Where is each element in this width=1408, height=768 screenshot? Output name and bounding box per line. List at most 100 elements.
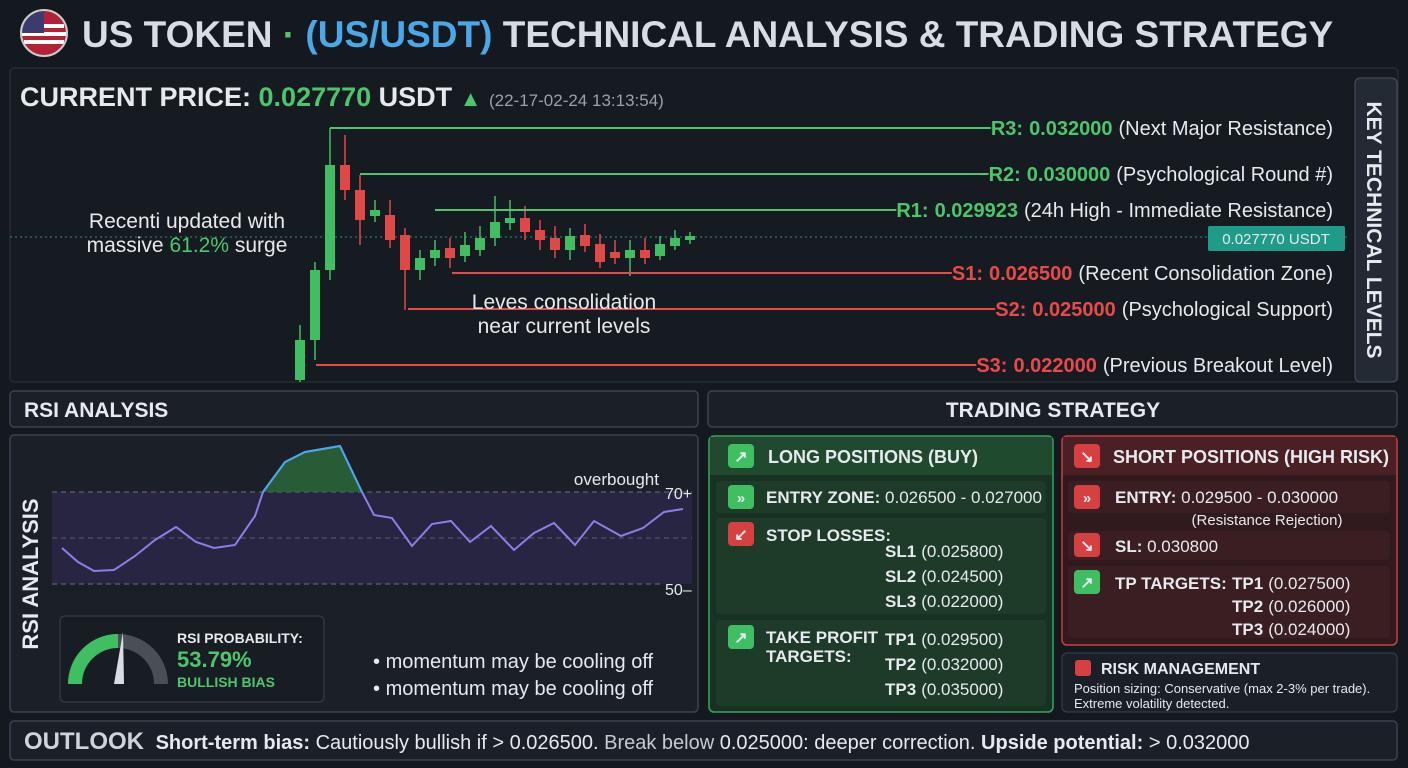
up-arrow: ▲ — [460, 86, 482, 111]
item-value: (0.026000) — [1268, 597, 1350, 616]
overbought-label: overbought — [574, 470, 659, 489]
level-label: R2: 0.030000 (Psychological Round #) — [989, 164, 1333, 186]
candle-body — [505, 218, 515, 223]
item-name: SL1 — [885, 542, 916, 561]
tp-label: TAKE PROFIT — [766, 628, 879, 647]
price-unit: USDT — [379, 82, 453, 112]
candle-body — [370, 210, 380, 216]
icon-arrow: » — [737, 490, 745, 507]
price-panel — [9, 67, 1399, 383]
note-text: momentum may be cooling off — [386, 651, 654, 673]
bias-label: BULLISH BIAS — [177, 674, 275, 690]
candle-body — [295, 340, 305, 380]
price-label: CURRENT PRICE: — [20, 82, 251, 112]
level-value: 0.022000 — [1013, 355, 1096, 377]
list-item: TP2 (0.026000) — [1232, 597, 1350, 616]
level-label: R1: 0.029923 (24h High - Immediate Resista… — [896, 200, 1333, 222]
price-badge — [1208, 226, 1345, 251]
key-levels: R3: 0.032000 (Next Major Resistance) R2: 0.0… — [316, 118, 1333, 377]
rsi-note: • momentum may be cooling off — [373, 678, 654, 700]
upper-label: 70+ — [665, 486, 692, 503]
candle-body — [430, 250, 440, 258]
surge-note: Recenti updated with — [89, 210, 285, 233]
candle-body — [490, 222, 500, 238]
long-title: LONG POSITIONS (BUY) — [768, 447, 978, 467]
candle-body — [460, 245, 470, 256]
icon — [1074, 533, 1100, 557]
upside: > 0.032000 — [1149, 732, 1250, 754]
list-item: TP1 (0.029500) — [885, 630, 1003, 649]
icon — [728, 485, 754, 509]
surge-before: massive — [87, 234, 164, 257]
overbought-fill — [263, 446, 362, 492]
candle-body — [400, 235, 410, 270]
icon — [728, 444, 754, 468]
item-name: SL2 — [885, 567, 916, 586]
item-value: (0.024500) — [921, 567, 1003, 586]
item-value: (0.035000) — [921, 680, 1003, 699]
surge-after: surge — [235, 234, 288, 257]
candle-body — [325, 165, 335, 270]
item-name: TP2 — [1232, 597, 1263, 616]
candle-body — [670, 238, 680, 246]
list-item: TP3 (0.035000) — [885, 680, 1003, 699]
lower-label: 50– — [665, 582, 692, 599]
candle-body — [445, 248, 455, 258]
outlook-bar — [9, 720, 1398, 761]
short-tp-row — [1068, 566, 1390, 638]
consolidation-note: Leves consolidation — [472, 291, 656, 314]
level-name: R3: — [991, 118, 1023, 140]
timestamp: (22-17-02-24 13:13:54) — [489, 91, 664, 110]
short-sl-row — [1068, 531, 1390, 560]
sl-value: 0.030800 — [1147, 537, 1218, 556]
candle-body — [685, 236, 695, 240]
rsi-title: RSI ANALYSIS — [24, 399, 168, 422]
icon-arrow: ↗ — [734, 449, 747, 466]
icon — [728, 522, 754, 546]
probability-label: RSI PROBABILITY: — [177, 630, 303, 646]
tp-label: TARGETS: — [766, 647, 852, 666]
level-label: S1: 0.026500 (Recent Consolidation Zone) — [952, 263, 1333, 285]
consolidation-note: near current levels — [478, 315, 651, 338]
short-tp-list: TP1 (0.027500) TP2 (0.026000) TP3 (0.024000) — [1232, 574, 1350, 639]
gauge-fill — [68, 634, 119, 685]
level-label: S2: 0.025000 (Psychological Support) — [995, 299, 1333, 321]
level-name: S1: — [952, 263, 983, 285]
bias-label: Short-term bias: — [156, 732, 310, 754]
candle-body — [355, 190, 365, 220]
risk-box — [1061, 652, 1398, 713]
level-value: 0.026500 — [989, 263, 1072, 285]
level-note: (Psychological Support) — [1122, 299, 1333, 321]
candle-body — [520, 218, 530, 232]
candle-body — [475, 238, 485, 250]
entry-value: 0.026500 - 0.027000 — [885, 488, 1042, 507]
price-badge-text: 0.027770 USDT — [1222, 231, 1330, 248]
entry-label: ENTRY ZONE: — [766, 488, 880, 507]
stops-label: STOP LOSSES: — [766, 526, 891, 545]
gauge-needle — [114, 632, 124, 684]
icon-arrow: ↗ — [1080, 575, 1093, 592]
level-label: S3: 0.022000 (Previous Breakout Level) — [976, 355, 1333, 377]
icon — [1074, 444, 1100, 468]
icon-arrow: ↗ — [734, 630, 747, 647]
level-note: (Psychological Round #) — [1116, 164, 1333, 186]
break-label: Break below — [604, 732, 715, 754]
entry-row — [716, 481, 1046, 513]
outlook: OUTLOOK Short-term bias: Cautiously bull… — [24, 728, 1250, 755]
level-value: 0.025000 — [1032, 299, 1115, 321]
candle-body — [640, 250, 650, 258]
list-item: SL1 (0.025800) — [885, 542, 1003, 561]
risk-line: Extreme volatility detected. — [1074, 696, 1229, 711]
item-name: SL3 — [885, 592, 916, 611]
item-value: (0.024000) — [1268, 620, 1350, 639]
candle-body — [580, 235, 590, 246]
candle-body — [595, 244, 605, 262]
risk-title: RISK MANAGEMENT — [1101, 661, 1260, 678]
level-value: 0.032000 — [1029, 118, 1112, 140]
level-value: 0.029923 — [935, 200, 1018, 222]
level-name: R2: — [989, 164, 1021, 186]
entry-value: 0.029500 - 0.030000 — [1181, 488, 1338, 507]
entry-label: ENTRY: — [1115, 488, 1176, 507]
rsi-line — [61, 444, 684, 573]
